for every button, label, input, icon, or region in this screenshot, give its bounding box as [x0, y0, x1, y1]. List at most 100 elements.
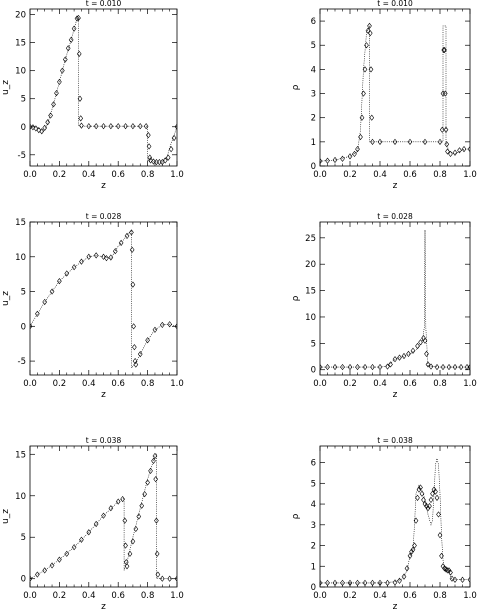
x-tick-label: 0.8 [433, 379, 447, 389]
y-tick-label: 15 [15, 450, 26, 460]
data-point [42, 298, 48, 306]
data-point [133, 525, 139, 533]
reference-line [30, 18, 177, 163]
data-point [425, 361, 431, 368]
data-point [65, 45, 71, 52]
x-tick-label: 0.2 [343, 591, 357, 601]
data-point [427, 503, 432, 510]
data-point [440, 363, 446, 371]
data-point [412, 542, 417, 549]
data-point [362, 579, 368, 586]
data-layer [30, 452, 177, 582]
data-point [370, 579, 375, 586]
data-point [365, 27, 371, 34]
data-point [320, 363, 323, 371]
y-tick-label: 0 [21, 575, 26, 585]
data-point [461, 145, 467, 153]
y-tick-label: 0 [311, 162, 316, 172]
y-tick-label: 15 [15, 39, 26, 49]
x-axis-label: z [101, 602, 106, 612]
data-point [101, 123, 106, 130]
y-tick-label: 0 [311, 366, 316, 376]
data-point [112, 248, 118, 255]
data-point [340, 363, 345, 371]
data-point [132, 357, 138, 365]
data-point [145, 479, 150, 486]
data-point [367, 30, 373, 37]
data-point [108, 254, 114, 261]
y-axis-label: u_z [1, 291, 11, 306]
x-tick-label: 0.2 [53, 591, 67, 601]
data-point [377, 363, 383, 371]
data-point [86, 123, 92, 130]
reference-line [320, 458, 470, 584]
data-point [422, 337, 428, 344]
reference-line [320, 25, 470, 162]
data-point [355, 363, 360, 371]
x-tick-label: 0.0 [23, 170, 37, 180]
data-point [153, 476, 159, 483]
data-point [118, 239, 124, 246]
y-axis-label: u_z [1, 80, 11, 95]
data-point [445, 148, 450, 155]
data-point [154, 550, 160, 557]
y-tick-label: 10 [15, 67, 26, 77]
x-tick-label: 0.6 [111, 379, 125, 389]
chart-title: t = 0.038 [377, 436, 413, 445]
x-tick-label: 0.0 [313, 379, 327, 389]
x-tick-label: 0.0 [313, 591, 327, 601]
chart-title: t = 0.028 [86, 212, 122, 221]
data-point [397, 354, 402, 361]
x-axis-label: z [393, 181, 398, 191]
data-point [320, 579, 323, 586]
data-point [444, 141, 450, 148]
y-tick-label: 6 [311, 17, 316, 27]
data-point [127, 550, 133, 557]
x-tick-label: 1.0 [170, 591, 184, 601]
data-point [430, 490, 435, 497]
y-tick-label: 20 [15, 11, 26, 21]
plot-frame [319, 221, 471, 376]
data-point [124, 232, 130, 240]
x-tick-label: 0.4 [82, 379, 96, 389]
data-point [49, 562, 55, 569]
data-point [79, 122, 84, 129]
data-point [51, 101, 56, 108]
data-point [464, 363, 470, 371]
chart-panel: 0.0 0.2 0.4 0.6 0.8 1.0 -5 0 5 10 15 20 t = 0.010 z u_… [1, 0, 184, 191]
data-point [86, 253, 92, 260]
x-tick-label: 0.4 [373, 379, 387, 389]
data-point [437, 532, 443, 539]
data-point [410, 546, 416, 553]
data-point [142, 491, 147, 498]
data-point [385, 363, 390, 370]
x-axis-label: z [393, 602, 398, 612]
x-tick-label: 0.2 [53, 170, 67, 180]
data-point [48, 112, 53, 119]
data-point [148, 467, 153, 474]
data-point [452, 363, 458, 371]
data-point [425, 505, 431, 512]
data-point [397, 577, 402, 584]
x-tick-label: 0.6 [403, 170, 417, 180]
data-point [362, 66, 368, 73]
data-point [93, 520, 99, 528]
data-point [457, 147, 462, 154]
x-tick-label: 0.2 [343, 379, 357, 389]
plot-frame [319, 445, 471, 588]
data-point [54, 90, 59, 97]
data-point [325, 579, 330, 586]
chart-title: t = 0.028 [377, 212, 413, 221]
data-point [439, 552, 444, 559]
data-point [167, 575, 172, 582]
x-tick-label: 0.6 [403, 379, 417, 389]
data-point [123, 542, 128, 549]
y-tick-label: 15 [15, 218, 26, 228]
data-point [428, 496, 434, 504]
data-point [132, 344, 137, 351]
data-point [143, 123, 149, 130]
data-point [439, 126, 445, 133]
data-point [104, 255, 109, 262]
data-point [45, 119, 50, 126]
